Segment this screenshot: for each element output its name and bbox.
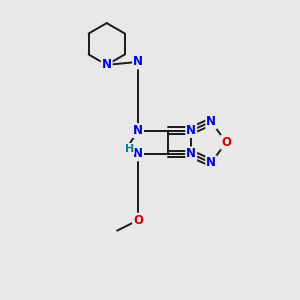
Text: O: O [133,214,143,227]
Text: N: N [133,56,143,68]
Text: N: N [186,147,196,161]
Text: N: N [206,115,216,128]
Text: N: N [133,124,143,137]
Text: N: N [133,147,143,161]
Text: O: O [221,136,231,149]
Text: N: N [186,124,196,137]
Text: N: N [102,58,112,71]
Text: H: H [125,143,134,154]
Text: N: N [206,156,216,169]
